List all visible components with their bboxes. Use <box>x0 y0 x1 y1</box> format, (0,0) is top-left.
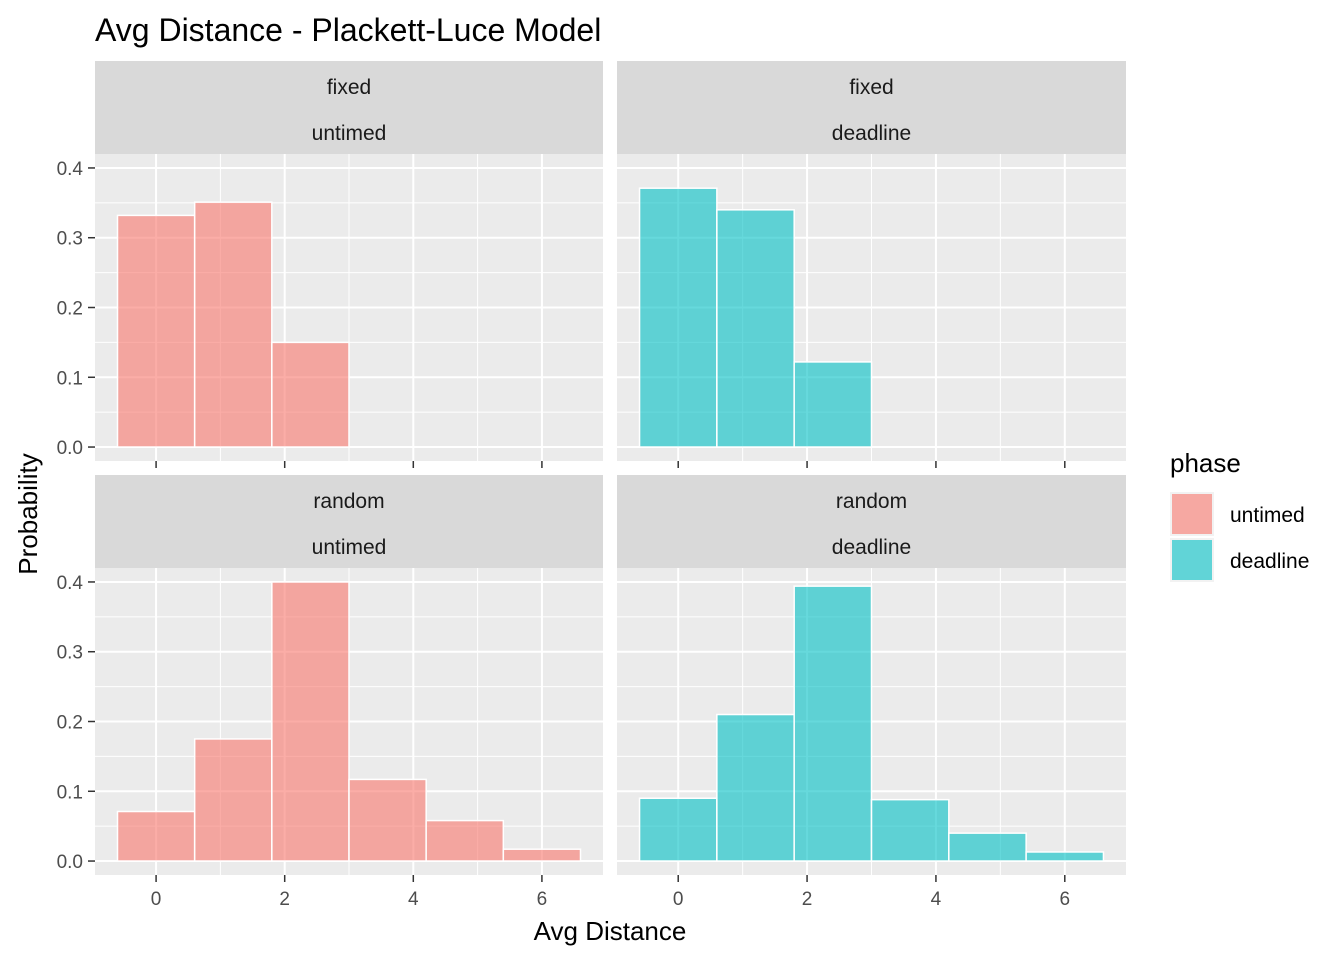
x-tick-label: 0 <box>673 889 684 910</box>
y-tick-label: 0.4 <box>57 159 84 180</box>
panel-random-deadline: random deadline 0 2 4 6 <box>617 475 1126 910</box>
strip-background <box>617 475 1126 568</box>
x-axis-title: Avg Distance <box>534 916 687 946</box>
legend-label: untimed <box>1230 504 1305 527</box>
bar <box>502 848 582 862</box>
bar <box>793 361 873 448</box>
y-axis-title: Probability <box>13 453 43 574</box>
legend-swatch <box>1172 494 1212 534</box>
strip-label: untimed <box>312 122 387 145</box>
bar <box>116 810 196 862</box>
panels: fixed untimed 0.0 0.1 0.2 0.3 0.4 fixed deadline… <box>57 61 1126 910</box>
x-tick-label: 4 <box>931 889 942 910</box>
bar <box>870 798 950 862</box>
y-tick-label: 0.4 <box>57 573 84 594</box>
bar <box>638 797 718 862</box>
y-tick-label: 0.0 <box>57 852 83 873</box>
bar <box>116 214 196 448</box>
strip-background <box>95 61 603 154</box>
bar <box>638 187 718 448</box>
bar <box>716 713 795 862</box>
x-tick-label: 6 <box>537 889 548 910</box>
y-tick-label: 0.3 <box>57 229 83 250</box>
legend-title: phase <box>1170 448 1241 478</box>
bar <box>193 738 273 862</box>
y-tick-label: 0.2 <box>57 299 83 320</box>
bar <box>1025 851 1105 862</box>
bar <box>425 819 505 862</box>
strip-label: fixed <box>327 76 371 99</box>
panel-fixed-untimed: fixed untimed 0.0 0.1 0.2 0.3 0.4 <box>57 61 603 468</box>
strip-label: deadline <box>832 122 911 145</box>
x-tick-label: 6 <box>1060 889 1071 910</box>
strip-label: random <box>313 490 384 513</box>
strip-label: fixed <box>849 76 893 99</box>
x-tick-label: 2 <box>279 889 290 910</box>
bar <box>716 209 795 448</box>
y-tick-label: 0.0 <box>57 438 83 459</box>
chart-title: Avg Distance - Plackett-Luce Model <box>95 12 601 48</box>
y-tick-label: 0.3 <box>57 643 83 664</box>
strip-label: random <box>836 490 907 513</box>
strip-background <box>95 475 603 568</box>
bar <box>271 581 350 862</box>
bar <box>271 341 350 448</box>
x-tick-label: 2 <box>802 889 813 910</box>
legend-swatch <box>1172 540 1212 580</box>
strip-label: untimed <box>312 536 387 559</box>
panel-fixed-deadline: fixed deadline <box>617 61 1126 468</box>
y-tick-label: 0.1 <box>57 368 83 389</box>
legend-label: deadline <box>1230 550 1309 573</box>
y-tick-label: 0.1 <box>57 782 83 803</box>
strip-background <box>617 61 1126 154</box>
y-tick-label: 0.2 <box>57 713 83 734</box>
panel-random-untimed: random untimed 0.0 0.1 0.2 0.3 0.4 0 2 4 6 <box>57 475 603 910</box>
x-tick-label: 0 <box>151 889 162 910</box>
bar <box>793 585 873 862</box>
bar <box>948 832 1027 862</box>
legend: phase untimed deadline <box>1170 448 1309 582</box>
strip-label: deadline <box>832 536 911 559</box>
bar <box>348 778 427 862</box>
bar <box>193 201 273 448</box>
x-tick-label: 4 <box>408 889 419 910</box>
